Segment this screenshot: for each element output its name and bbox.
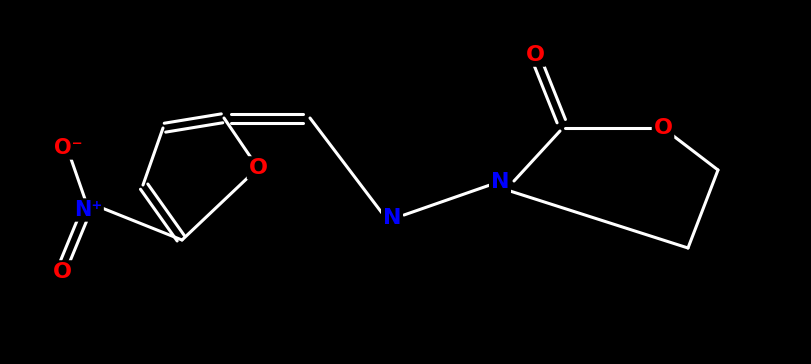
Text: N: N <box>491 172 509 192</box>
Text: O: O <box>526 45 544 65</box>
Text: N⁺: N⁺ <box>74 200 102 220</box>
Text: O⁻: O⁻ <box>54 138 82 158</box>
Text: O: O <box>248 158 268 178</box>
Text: O: O <box>654 118 672 138</box>
Text: N: N <box>383 208 401 228</box>
Text: O: O <box>53 262 71 282</box>
